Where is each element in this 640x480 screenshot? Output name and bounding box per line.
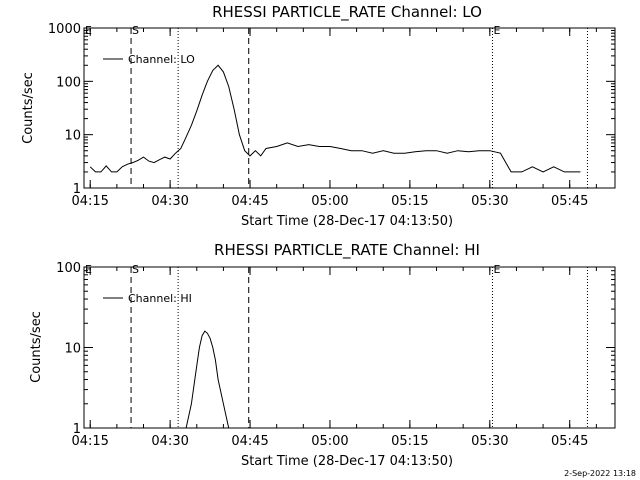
lo-plot-frame [83,27,616,189]
hi-event-marker-label: E [493,263,500,276]
hi-chart-title: RHESSI PARTICLE_RATE Channel: HI [214,241,480,260]
lo-event-marker-label: S [132,24,139,37]
generation-timestamp: 2-Sep-2022 13:18 [564,469,636,478]
hi-x-tick-label: 05:30 [471,434,508,449]
hi-x-axis-label: Start Time (28-Dec-17 04:13:50) [241,454,453,469]
hi-series-line [185,330,230,429]
lo-x-axis-label: Start Time (28-Dec-17 04:13:50) [241,214,453,229]
hi-x-tick-label: 05:45 [551,434,588,449]
hi-y-tick-label: 1 [73,422,81,437]
hi-x-tick-label: 04:30 [151,434,188,449]
hi-y-tick-label: 100 [56,261,81,276]
lo-legend-label: Channel: LO [128,53,195,66]
hi-channel-panel: RHESSI PARTICLE_RATE Channel: HI 04:15 04… [29,241,616,469]
lo-y-tick-label: 1 [73,182,81,197]
lo-y-tick-label: 100 [56,75,81,90]
lo-channel-panel: RHESSI PARTICLE_RATE Channel: LO 04:15 04… [21,3,616,229]
lo-y-tick-label: 1000 [48,22,81,37]
lo-x-tick-label: 04:45 [231,194,268,209]
lo-x-tick-label: 05:15 [391,194,428,209]
lo-x-tick-label: 05:45 [551,194,588,209]
lo-chart-title: RHESSI PARTICLE_RATE Channel: LO [212,3,482,22]
lo-x-tick-label: 05:30 [471,194,508,209]
hi-plot-frame [83,266,616,429]
lo-series-line [89,64,581,173]
hi-legend-label: Channel: HI [128,292,192,305]
lo-x-tick-label: 04:15 [71,194,108,209]
lo-event-marker-label: E [493,24,500,37]
hi-event-marker-label: E [85,263,92,276]
hi-x-tick-label: 04:45 [231,434,268,449]
lo-event-marker-label: E [85,24,92,37]
lo-x-tick-label: 04:30 [151,194,188,209]
lo-y-tick-label: 10 [64,129,81,144]
hi-x-tick-label: 04:15 [71,434,108,449]
hi-y-axis-label: Counts/sec [29,311,44,383]
hi-x-tick-label: 05:00 [311,434,348,449]
hi-y-tick-label: 10 [64,342,81,357]
hi-event-marker-label: S [132,263,139,276]
lo-x-tick-label: 05:00 [311,194,348,209]
lo-y-axis-label: Counts/sec [21,72,36,144]
hi-x-tick-label: 05:15 [391,434,428,449]
